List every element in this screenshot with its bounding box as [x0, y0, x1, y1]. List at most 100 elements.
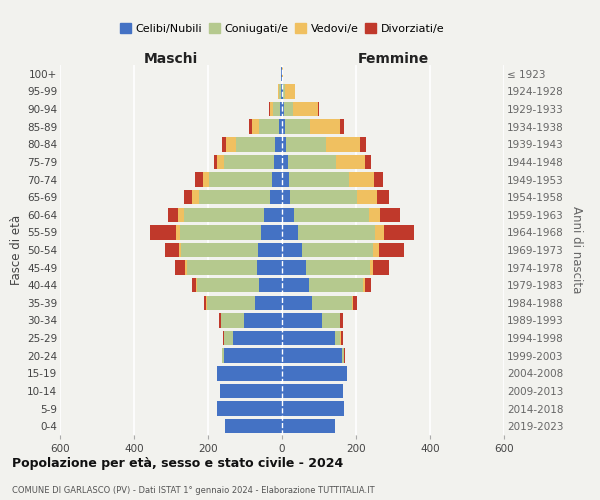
Bar	[184, 190, 193, 204]
Bar	[179, 243, 181, 257]
Bar	[282, 84, 283, 98]
Bar	[282, 296, 313, 310]
Bar	[298, 225, 374, 240]
Bar	[264, 208, 282, 222]
Y-axis label: Anni di nascita: Anni di nascita	[570, 206, 583, 294]
Bar	[365, 154, 371, 169]
Bar	[361, 137, 366, 152]
Bar	[219, 314, 221, 328]
Bar	[285, 120, 310, 134]
Bar	[273, 102, 280, 117]
Bar	[341, 331, 343, 345]
Bar	[259, 278, 282, 292]
Bar	[180, 225, 260, 240]
Bar	[178, 208, 184, 222]
Bar	[244, 314, 282, 328]
Bar	[352, 296, 353, 310]
Bar	[318, 102, 319, 117]
Bar	[167, 208, 178, 222]
Bar	[274, 154, 282, 169]
Bar	[284, 84, 295, 98]
Bar	[165, 243, 179, 257]
Bar	[281, 66, 282, 81]
Bar	[282, 243, 302, 257]
Y-axis label: Fasce di età: Fasce di età	[10, 215, 23, 285]
Bar	[282, 225, 298, 240]
Bar	[374, 172, 383, 186]
Bar	[282, 190, 290, 204]
Bar	[226, 137, 236, 152]
Bar	[224, 154, 274, 169]
Bar	[279, 120, 282, 134]
Bar	[282, 172, 289, 186]
Bar	[203, 172, 209, 186]
Bar	[249, 120, 252, 134]
Bar	[368, 208, 380, 222]
Bar	[193, 190, 199, 204]
Bar	[187, 260, 257, 275]
Bar	[373, 260, 389, 275]
Bar	[204, 296, 206, 310]
Bar	[275, 137, 282, 152]
Bar	[221, 314, 244, 328]
Bar	[358, 190, 377, 204]
Bar	[224, 419, 282, 434]
Bar	[370, 260, 373, 275]
Bar	[302, 243, 373, 257]
Bar	[214, 154, 217, 169]
Bar	[289, 172, 349, 186]
Bar	[224, 331, 233, 345]
Bar	[224, 348, 282, 363]
Bar	[340, 314, 343, 328]
Bar	[282, 348, 342, 363]
Bar	[283, 84, 284, 98]
Bar	[217, 366, 282, 380]
Bar	[281, 84, 282, 98]
Bar	[310, 120, 340, 134]
Bar	[379, 243, 404, 257]
Bar	[192, 278, 196, 292]
Bar	[175, 260, 185, 275]
Bar	[364, 278, 365, 292]
Bar	[282, 137, 286, 152]
Bar	[287, 154, 337, 169]
Bar	[269, 102, 270, 117]
Bar	[373, 243, 379, 257]
Bar	[282, 154, 287, 169]
Bar	[270, 190, 282, 204]
Bar	[280, 102, 282, 117]
Bar	[233, 331, 282, 345]
Bar	[252, 120, 259, 134]
Bar	[196, 172, 203, 186]
Bar	[282, 278, 308, 292]
Bar	[340, 331, 341, 345]
Bar	[374, 225, 384, 240]
Bar	[282, 384, 343, 398]
Bar	[149, 225, 176, 240]
Bar	[223, 331, 224, 345]
Bar	[282, 314, 322, 328]
Bar	[221, 348, 224, 363]
Bar	[294, 208, 368, 222]
Bar	[313, 296, 352, 310]
Text: COMUNE DI GARLASCO (PV) - Dati ISTAT 1° gennaio 2024 - Elaborazione TUTTITALIA.I: COMUNE DI GARLASCO (PV) - Dati ISTAT 1° …	[12, 486, 374, 495]
Bar	[286, 137, 326, 152]
Bar	[353, 296, 357, 310]
Bar	[270, 102, 273, 117]
Bar	[206, 296, 256, 310]
Bar	[377, 190, 389, 204]
Bar	[199, 190, 270, 204]
Legend: Celibi/Nubili, Coniugati/e, Vedovi/e, Divorziati/e: Celibi/Nubili, Coniugati/e, Vedovi/e, Di…	[115, 19, 449, 38]
Bar	[272, 172, 282, 186]
Bar	[278, 84, 279, 98]
Bar	[257, 260, 282, 275]
Bar	[256, 296, 282, 310]
Bar	[196, 278, 197, 292]
Bar	[176, 225, 180, 240]
Bar	[209, 172, 272, 186]
Bar	[365, 278, 371, 292]
Bar	[221, 137, 226, 152]
Bar	[185, 260, 187, 275]
Text: Popolazione per età, sesso e stato civile - 2024: Popolazione per età, sesso e stato civil…	[12, 458, 343, 470]
Bar	[220, 384, 282, 398]
